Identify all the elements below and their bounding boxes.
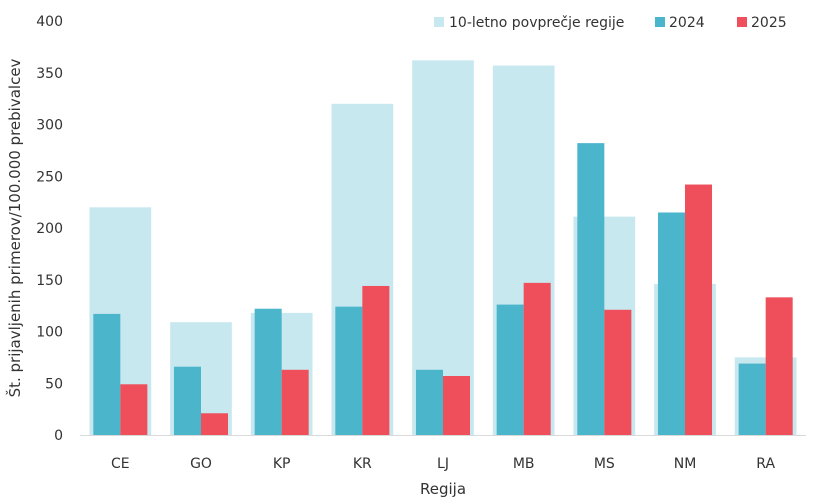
bar-2024-mb bbox=[496, 304, 524, 435]
x-tick-label: MS bbox=[594, 456, 615, 472]
x-axis-ticks: CE GO KP KR LJ MB MS NM RA bbox=[111, 456, 775, 472]
x-tick-label: MB bbox=[513, 456, 535, 472]
x-tick-label: CE bbox=[111, 456, 130, 472]
x-tick-label: KR bbox=[353, 456, 372, 472]
bar-2025-ra bbox=[765, 297, 793, 435]
legend-swatch bbox=[737, 17, 747, 27]
y-tick-label: 400 bbox=[36, 14, 63, 30]
x-tick-label: NM bbox=[674, 456, 697, 472]
y-tick-label: 0 bbox=[54, 428, 63, 444]
legend-swatch bbox=[434, 17, 444, 27]
bar-2025-kr bbox=[362, 285, 390, 435]
y-tick-label: 250 bbox=[36, 169, 63, 185]
y-tick-label: 350 bbox=[36, 66, 63, 82]
legend: 10-letno povprečje regije 2024 2025 bbox=[434, 15, 787, 31]
y-axis-ticks: 0 50 100 150 200 250 300 350 400 bbox=[36, 14, 63, 444]
bar-2024-ra bbox=[738, 363, 766, 435]
legend-label: 2024 bbox=[669, 15, 705, 31]
x-axis-title: Regija bbox=[420, 480, 466, 498]
bar-2025-lj bbox=[443, 376, 471, 435]
bar-2024-ce bbox=[93, 313, 121, 435]
bar-2024-go bbox=[173, 366, 201, 435]
y-tick-label: 150 bbox=[36, 273, 63, 289]
bar-2025-go bbox=[201, 413, 229, 435]
year-bars-group bbox=[93, 143, 793, 435]
y-tick-label: 300 bbox=[36, 118, 63, 134]
bar-2024-kp bbox=[254, 308, 282, 435]
y-tick-label: 200 bbox=[36, 221, 63, 237]
x-tick-label: RA bbox=[756, 456, 775, 472]
bar-2025-kp bbox=[281, 369, 309, 435]
bar-2024-kr bbox=[335, 306, 363, 435]
bar-2024-lj bbox=[415, 369, 443, 435]
bar-2024-ms bbox=[577, 143, 605, 435]
bar-2025-nm bbox=[685, 184, 713, 435]
legend-swatch bbox=[655, 17, 665, 27]
legend-label: 10-letno povprečje regije bbox=[449, 15, 624, 31]
bar-2025-ce bbox=[120, 384, 148, 435]
x-tick-label: LJ bbox=[437, 456, 449, 472]
y-axis-title: Št. prijavljenih primerov/100.000 prebiv… bbox=[5, 58, 24, 397]
bar-2025-ms bbox=[604, 309, 632, 435]
bar-2024-nm bbox=[657, 212, 685, 435]
x-tick-label: KP bbox=[273, 456, 291, 472]
y-tick-label: 50 bbox=[45, 376, 63, 392]
bar-2025-mb bbox=[523, 282, 551, 435]
legend-label: 2025 bbox=[751, 15, 787, 31]
x-tick-label: GO bbox=[190, 456, 212, 472]
y-tick-label: 100 bbox=[36, 325, 63, 341]
